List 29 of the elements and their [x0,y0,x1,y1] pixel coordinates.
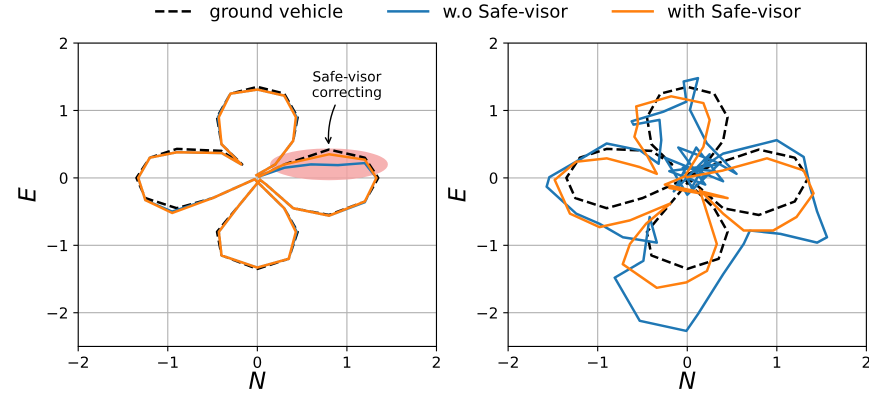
y-tick-label: 0 [490,172,498,184]
legend-label: w.o Safe-visor [443,4,568,18]
legend-label: with Safe-visor [668,4,801,18]
x-tick-label: −1 [588,356,608,368]
y-tick-label: −1 [48,240,68,252]
y-tick-label: −2 [48,307,67,319]
annotation: Safe-visor correcting [312,70,382,100]
x-tick-label: −1 [158,356,178,368]
y-tick-label: −2 [478,307,497,319]
y-axis-title: E [448,187,466,202]
x-axis-title: N [249,372,266,389]
x-tick-label: 1 [774,356,780,368]
line-series [553,95,815,290]
x-tick-label: 0 [253,356,262,368]
legend-label: ground vehicle [210,4,342,22]
y-tick-label: 0 [60,172,68,184]
y-tick-label: 2 [490,38,497,49]
y-tick-label: 1 [60,105,68,116]
x-tick-label: 1 [344,356,350,368]
x-tick-label: −2 [498,356,518,368]
x-tick-label: 0 [683,356,692,368]
line-series [565,86,810,270]
y-axis-title: E [18,187,36,202]
y-tick-label: 1 [490,105,497,116]
y-tick-label: −1 [478,240,497,252]
x-axis-title: N [679,372,696,389]
x-tick-label: 2 [432,356,440,368]
x-tick-label: −2 [68,356,88,368]
y-tick-label: 2 [60,38,67,49]
